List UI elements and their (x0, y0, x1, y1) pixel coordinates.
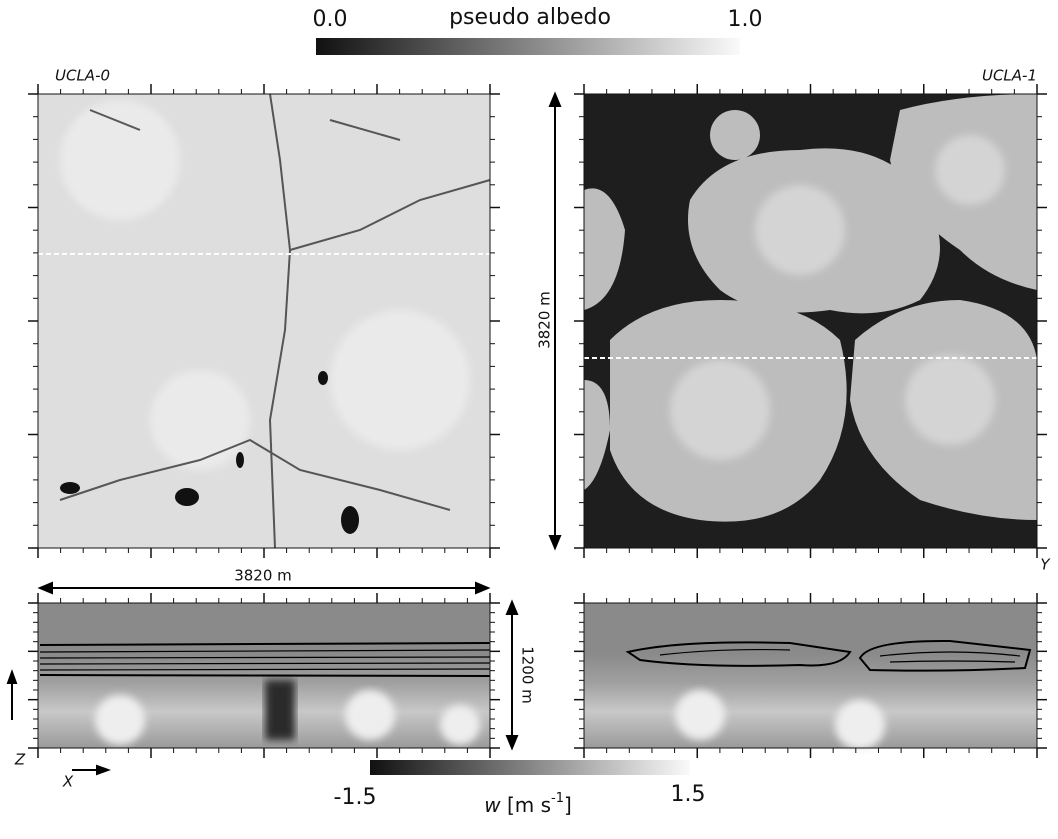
label-close: ] (564, 793, 572, 817)
axis-label: Y (1040, 556, 1051, 574)
w-colorbar (370, 760, 690, 775)
figure: 0.0 pseudo albedo 1.0 UCLA-0 UCLA-1 (0, 0, 1058, 839)
colorbar-min: 0.0 (313, 7, 348, 32)
albedo-map-left (38, 94, 490, 548)
panel-label: UCLA-1 (982, 67, 1037, 85)
dimension-label: 3820 m (234, 567, 292, 585)
w-section-left (38, 603, 490, 748)
panel-label: UCLA-0 (55, 67, 110, 85)
colorbar-max: 1.0 (728, 7, 763, 32)
colorbar-min: -1.5 (334, 785, 377, 810)
label-var: w (484, 793, 501, 817)
label-exp: -1 (551, 791, 564, 806)
w-section-right (584, 603, 1037, 750)
colorbar-label: w [m s-1] (484, 791, 572, 817)
colorbar-label: pseudo albedo (449, 5, 611, 30)
label-unit: [m s (507, 793, 551, 817)
dimension-label: 1200 m (519, 646, 537, 704)
albedo-map-right (584, 94, 1037, 548)
axis-label: Z (14, 751, 26, 769)
dimension-label: 3820 m (536, 291, 554, 349)
albedo-colorbar (316, 38, 740, 55)
axis-label: X (62, 773, 74, 791)
colorbar-max: 1.5 (671, 782, 706, 807)
